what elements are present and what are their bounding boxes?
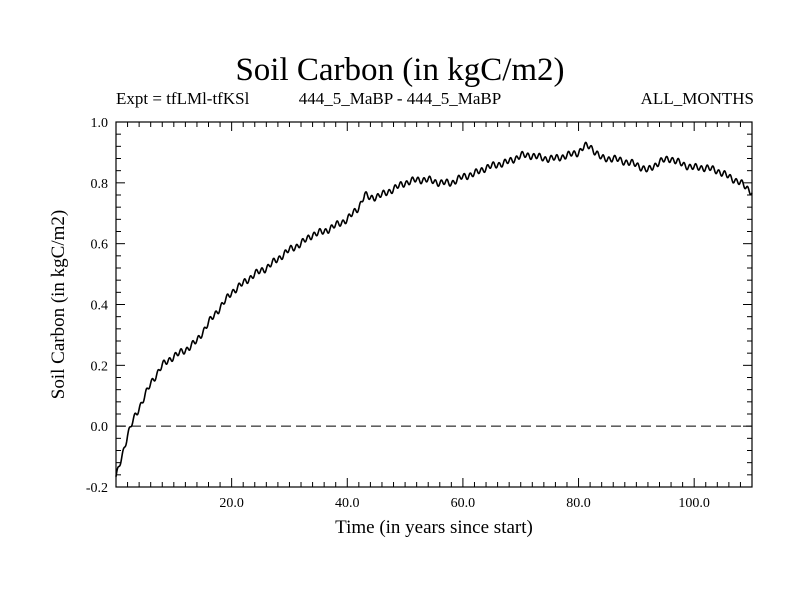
y-tick-labels: -0.2 0.0 0.2 0.4 0.6 0.8 1.0 bbox=[86, 116, 108, 496]
y-tick-label: 1.0 bbox=[91, 116, 109, 131]
x-tick-label: 80.0 bbox=[566, 496, 591, 511]
y-tick-label: 0.2 bbox=[91, 359, 109, 374]
experiment-label: Expt = tfLMl-tfKSl bbox=[116, 89, 250, 108]
plot-frame bbox=[115, 121, 753, 488]
x-tick-label: 60.0 bbox=[451, 496, 476, 511]
y-axis-title: Soil Carbon (in kgC/m2) bbox=[48, 210, 69, 399]
months-label: ALL_MONTHS bbox=[640, 89, 754, 108]
x-tick-label: 100.0 bbox=[678, 496, 710, 511]
y-tick-label: 0.6 bbox=[91, 238, 109, 253]
chart-title: Soil Carbon (in kgC/m2) bbox=[235, 52, 565, 88]
y-tick-label: 0.4 bbox=[91, 299, 109, 314]
y-tick-label: -0.2 bbox=[86, 481, 108, 496]
y-tick-label: 0.0 bbox=[91, 420, 109, 435]
x-tick-label: 20.0 bbox=[219, 496, 244, 511]
tick-marks bbox=[116, 122, 752, 487]
x-tick-labels: 20.0 40.0 60.0 80.0 100.0 bbox=[219, 496, 710, 511]
x-axis-title: Time (in years since start) bbox=[335, 517, 533, 538]
x-tick-label: 40.0 bbox=[335, 496, 360, 511]
series-line-soil-carbon bbox=[115, 141, 753, 477]
period-label: 444_5_MaBP - 444_5_MaBP bbox=[298, 89, 502, 108]
y-tick-label: 0.8 bbox=[91, 177, 109, 192]
